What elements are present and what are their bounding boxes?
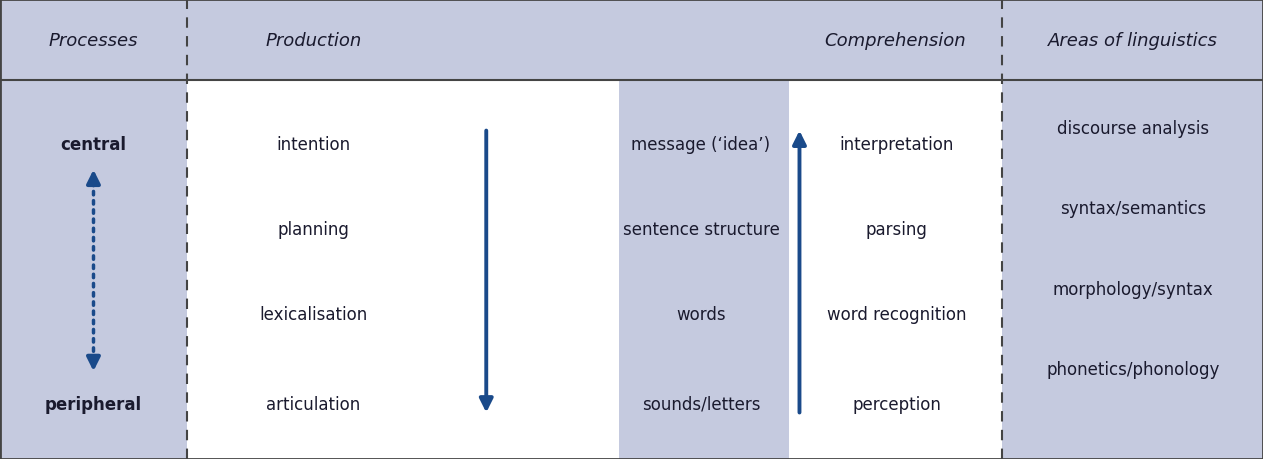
Bar (789, 0, 1002, 80)
Bar (1002, 0, 1263, 459)
Text: central: central (61, 135, 126, 154)
Bar (187, 80, 619, 459)
Text: discourse analysis: discourse analysis (1057, 119, 1209, 138)
Text: words: words (676, 305, 726, 324)
Text: interpretation: interpretation (840, 135, 954, 154)
Text: word recognition: word recognition (827, 305, 966, 324)
Text: parsing: parsing (866, 220, 927, 239)
Text: Comprehension: Comprehension (825, 32, 966, 50)
Bar (0, 0, 187, 459)
Text: morphology/syntax: morphology/syntax (1052, 280, 1214, 298)
Text: articulation: articulation (266, 395, 360, 413)
Text: sentence structure: sentence structure (623, 220, 779, 239)
Text: lexicalisation: lexicalisation (259, 305, 368, 324)
Text: Processes: Processes (49, 32, 138, 50)
Bar (187, 0, 619, 80)
Text: Areas of linguistics: Areas of linguistics (1048, 32, 1218, 50)
Text: sounds/letters: sounds/letters (642, 395, 760, 413)
Text: intention: intention (277, 135, 350, 154)
Text: Production: Production (265, 32, 361, 50)
Text: planning: planning (278, 220, 349, 239)
Text: syntax/semantics: syntax/semantics (1060, 200, 1206, 218)
Bar (789, 80, 1002, 459)
Text: peripheral: peripheral (45, 395, 141, 413)
Text: message (‘idea’): message (‘idea’) (632, 135, 770, 154)
Bar (619, 0, 789, 459)
Text: phonetics/phonology: phonetics/phonology (1046, 360, 1220, 379)
Text: perception: perception (853, 395, 941, 413)
